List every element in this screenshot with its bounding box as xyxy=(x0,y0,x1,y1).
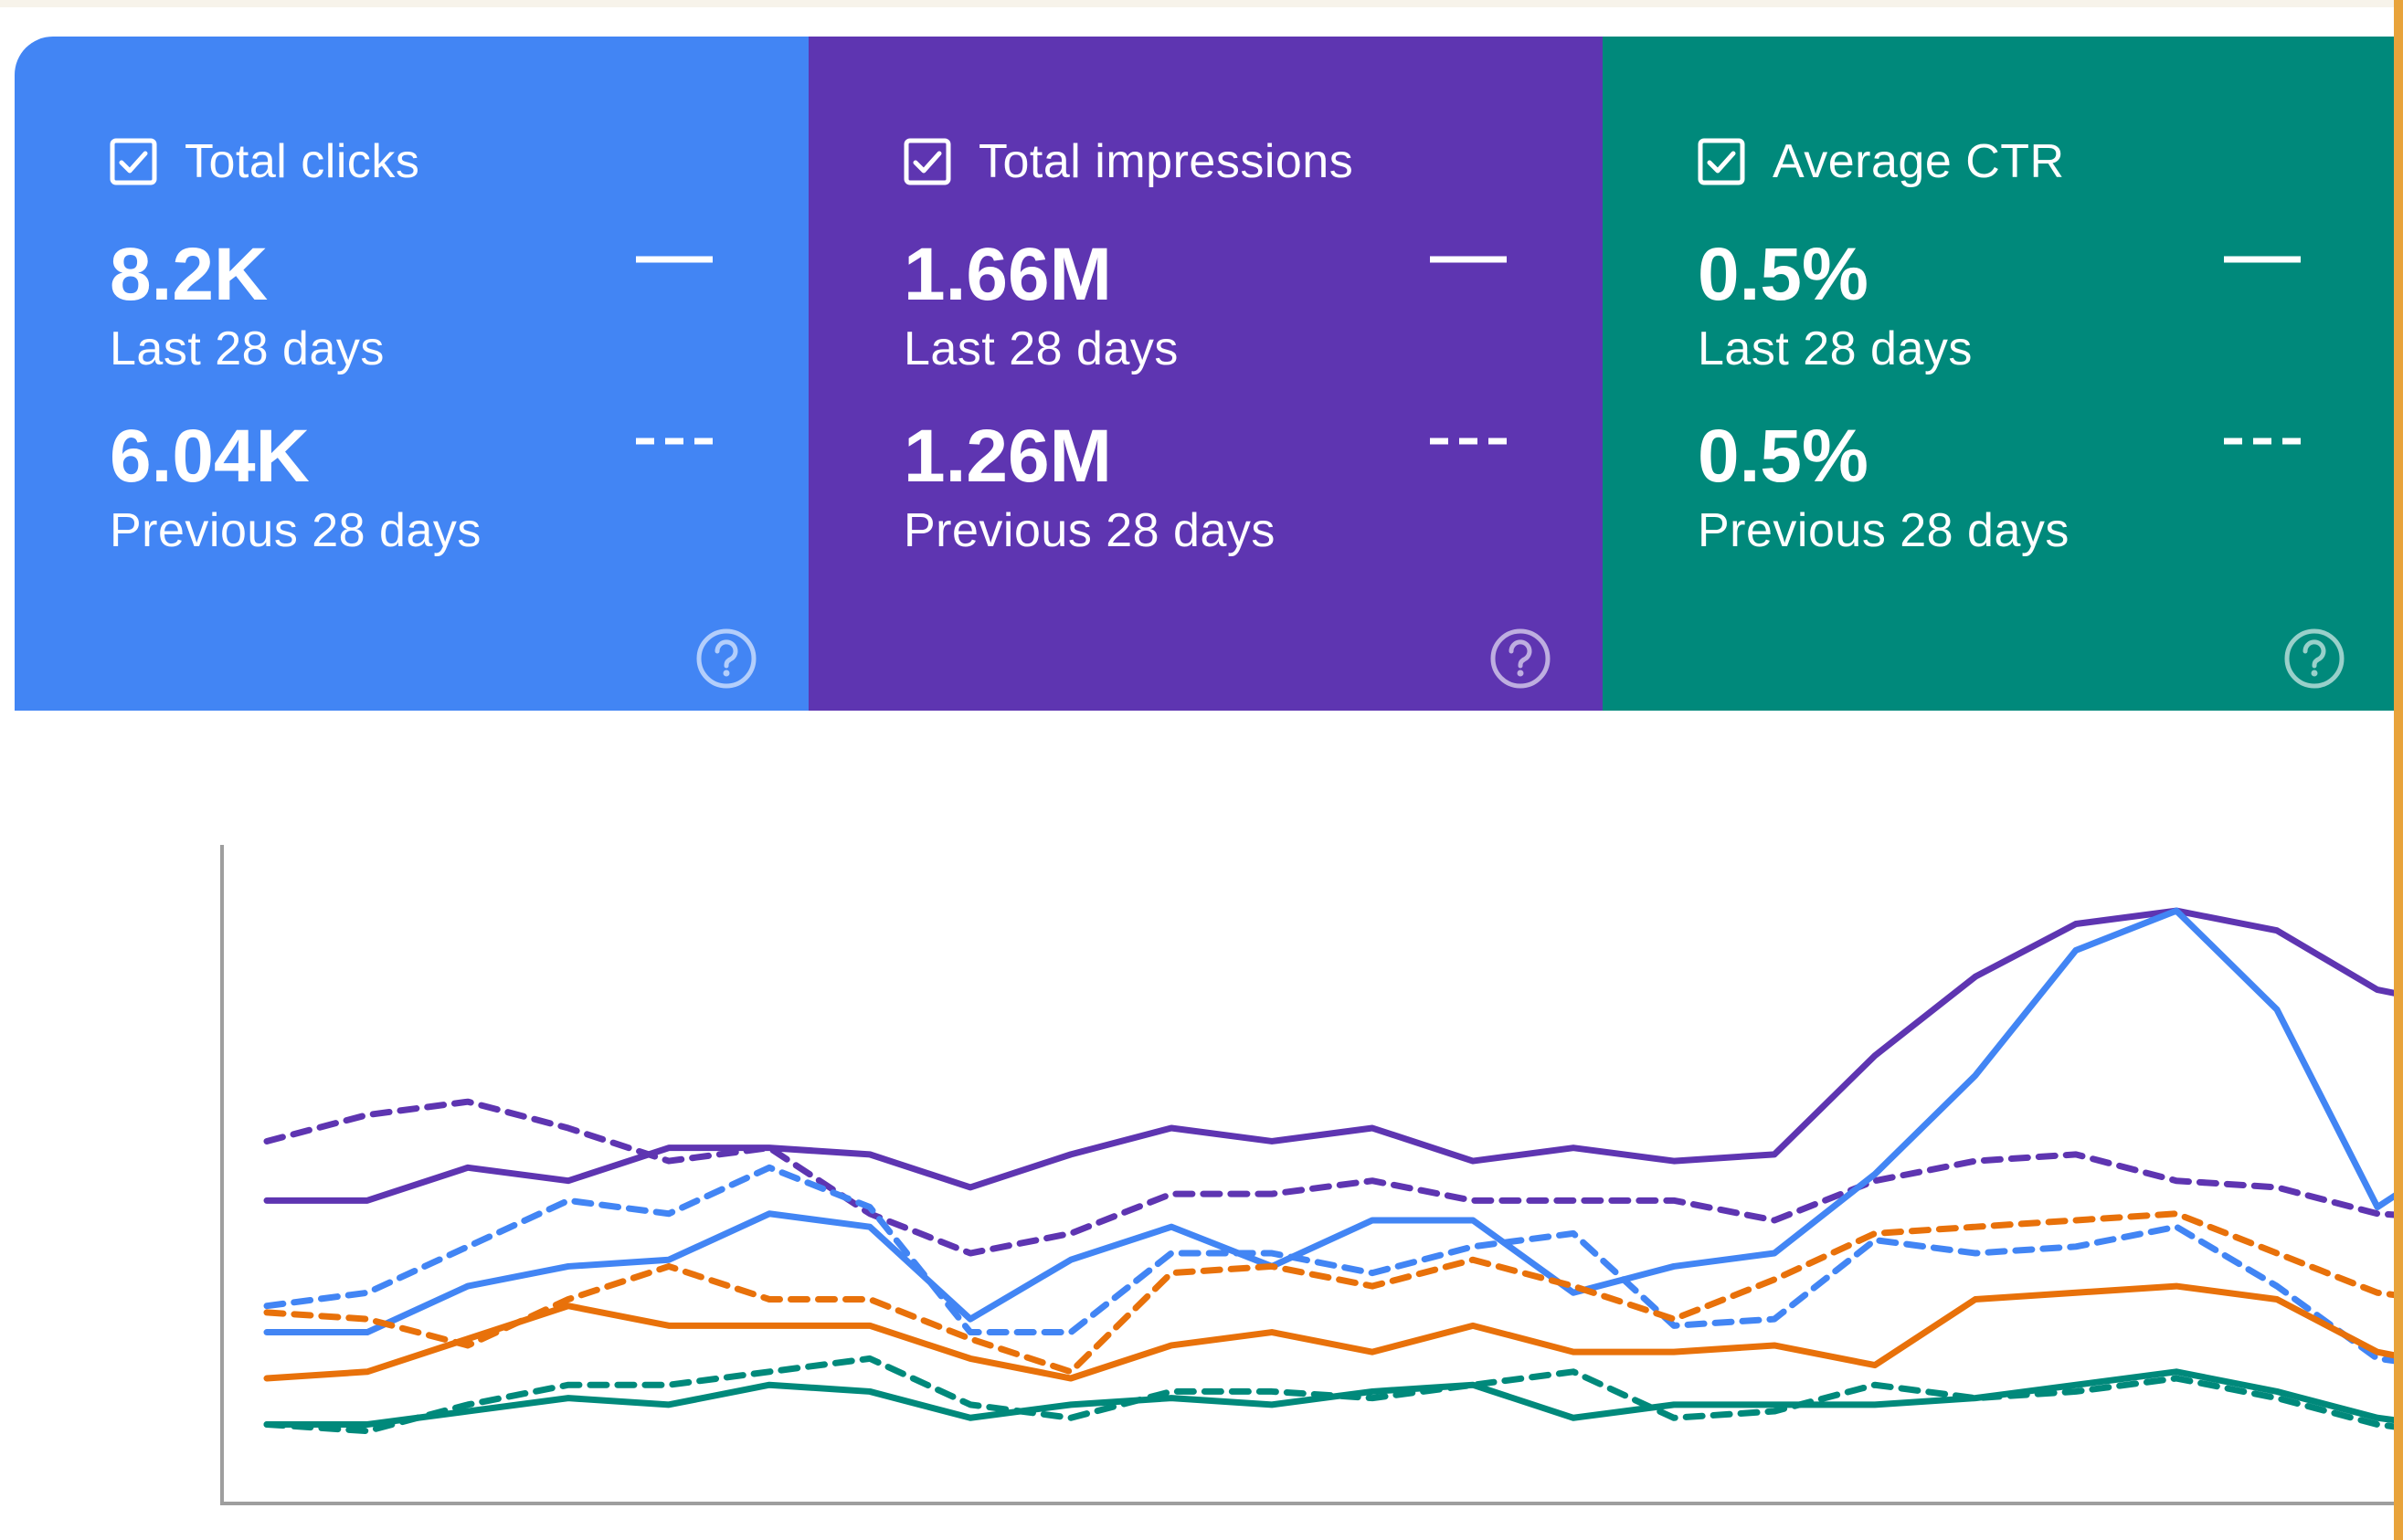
series-line-6-solid xyxy=(263,1368,2394,1428)
solid-line-legend-icon xyxy=(2224,256,2301,263)
card-header: Total clicks xyxy=(110,134,419,189)
previous-period-label: Previous 28 days xyxy=(110,504,482,557)
help-circle-icon[interactable] xyxy=(1488,627,1552,691)
checkbox-checked-icon[interactable] xyxy=(904,138,951,185)
previous-value: 6.04K xyxy=(110,415,310,498)
metric-name: Total impressions xyxy=(979,135,1354,188)
series-layer xyxy=(263,907,2394,1435)
dashed-line-legend-icon xyxy=(1430,438,1507,445)
card-header: Average CTR xyxy=(1698,134,2065,189)
series-line-3-dashed xyxy=(263,1164,2394,1365)
dashed-line-legend-icon xyxy=(636,438,713,445)
series-line-4-solid xyxy=(263,1282,2394,1382)
card-header: Total impressions xyxy=(904,134,1353,189)
total-clicks-card[interactable]: Total clicks 8.2K Last 28 days 6.04K Pre… xyxy=(15,37,809,711)
right-edge-strip xyxy=(2394,0,2403,1540)
performance-line-chart xyxy=(220,845,2394,1505)
top-edge xyxy=(0,0,2394,7)
previous-value: 0.5% xyxy=(1698,415,1868,498)
checkbox-checked-icon[interactable] xyxy=(1698,138,1745,185)
metric-name: Average CTR xyxy=(1773,135,2065,188)
current-period-label: Last 28 days xyxy=(1698,322,1973,375)
average-ctr-card[interactable]: Average CTR 0.5% Last 28 days 0.5% Previ… xyxy=(1603,37,2394,711)
previous-period-label: Previous 28 days xyxy=(1698,504,2070,557)
series-line-5-dashed xyxy=(263,1210,2394,1376)
current-value: 8.2K xyxy=(110,233,269,316)
current-period-label: Last 28 days xyxy=(904,322,1179,375)
previous-period-label: Previous 28 days xyxy=(904,504,1276,557)
current-value: 1.66M xyxy=(904,233,1112,316)
metric-name: Total clicks xyxy=(185,135,420,188)
previous-value: 1.26M xyxy=(904,415,1112,498)
series-line-1-dashed xyxy=(263,1098,2394,1257)
series-line-7-dashed xyxy=(263,1355,2394,1435)
checkbox-checked-icon[interactable] xyxy=(110,138,157,185)
solid-line-legend-icon xyxy=(636,256,713,263)
current-period-label: Last 28 days xyxy=(110,322,385,375)
help-circle-icon[interactable] xyxy=(2282,627,2346,691)
solid-line-legend-icon xyxy=(1430,256,1507,263)
help-circle-icon[interactable] xyxy=(694,627,758,691)
current-value: 0.5% xyxy=(1698,233,1868,316)
total-impressions-card[interactable]: Total impressions 1.66M Last 28 days 1.2… xyxy=(809,37,1603,711)
metric-cards: Total clicks 8.2K Last 28 days 6.04K Pre… xyxy=(15,37,2394,711)
series-line-2-solid xyxy=(263,907,2394,1336)
dashed-line-legend-icon xyxy=(2224,438,2301,445)
